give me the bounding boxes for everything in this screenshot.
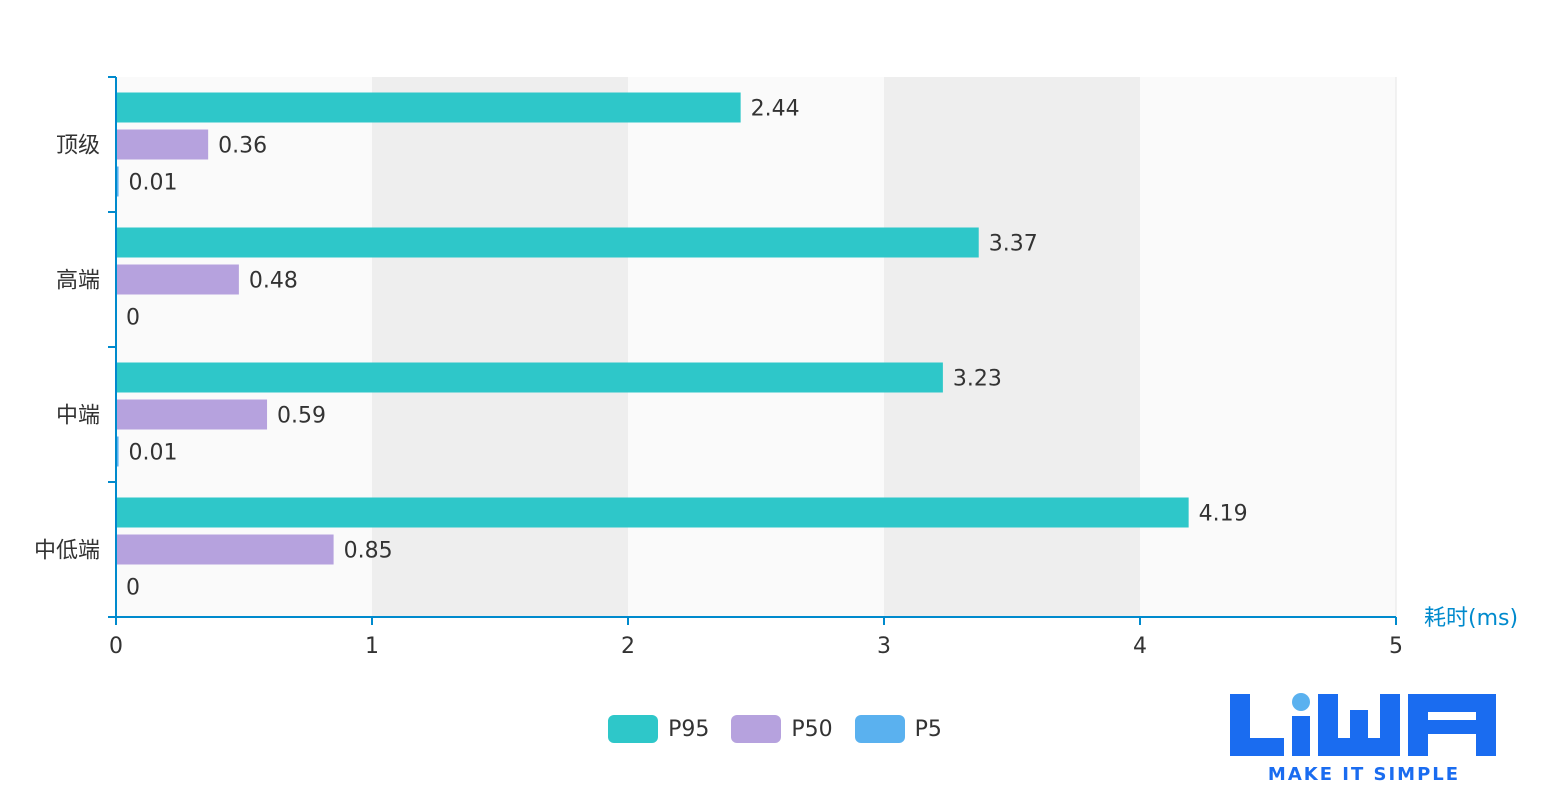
- data-label: 3.37: [989, 232, 1038, 257]
- data-label: 0.01: [129, 441, 178, 466]
- legend-item-p5[interactable]: P5: [854, 715, 942, 743]
- x-tick-label: 5: [1389, 634, 1403, 659]
- bar-p5-2: [116, 436, 119, 467]
- data-label: 0.01: [129, 171, 178, 196]
- data-label: 3.23: [953, 367, 1002, 392]
- bar-p95-0: [116, 92, 741, 123]
- y-tick-label: 顶级: [56, 134, 100, 159]
- logo-tagline: MAKE IT SIMPLE: [1267, 764, 1461, 785]
- x-tick-label: 4: [1133, 634, 1147, 659]
- logo-mark: [1230, 693, 1496, 756]
- y-tick-label: 中低端: [34, 539, 100, 564]
- data-label: 0: [126, 306, 140, 331]
- bar-p50-3: [116, 534, 334, 565]
- legend-swatch: [854, 715, 905, 743]
- data-label: 0.48: [249, 269, 298, 294]
- bar-p95-2: [116, 362, 943, 393]
- data-labels: 2.44 0.36 0.01 3.37 0.48 0 3.23 0.59 0.01 4.19 0.8…: [126, 97, 1248, 601]
- x-tick-label: 0: [109, 634, 123, 659]
- x-tick-label: 2: [621, 634, 635, 659]
- data-label: 2.44: [751, 97, 800, 122]
- bars: [116, 92, 1189, 565]
- bar-p95-1: [116, 227, 979, 258]
- bar-p50-1: [116, 264, 239, 295]
- grid-band: [1140, 77, 1396, 617]
- legend-label: P95: [668, 716, 710, 742]
- legend-label: P5: [914, 716, 942, 742]
- y-tick-label: 中端: [56, 404, 100, 429]
- x-tick-label: 3: [877, 634, 891, 659]
- x-axis-title: 耗时(ms): [1424, 606, 1518, 631]
- legend-item-p50[interactable]: P50: [731, 715, 833, 743]
- legend-swatch: [731, 715, 782, 743]
- data-label: 0.85: [344, 539, 393, 564]
- legend-label: P50: [791, 716, 833, 742]
- legend-item-p95[interactable]: P95: [608, 715, 709, 743]
- bar-p50-0: [116, 129, 209, 160]
- grid-band: [372, 77, 628, 617]
- bar-p50-2: [116, 399, 268, 430]
- x-tick-label: 1: [365, 634, 379, 659]
- bar-p95-3: [116, 497, 1189, 528]
- y-tick-label: 高端: [56, 269, 100, 294]
- bar-p5-0: [116, 166, 119, 197]
- brand-logo: MAKE IT SIMPLE: [1226, 690, 1502, 790]
- data-label: 4.19: [1199, 502, 1248, 527]
- grid-band: [628, 77, 884, 617]
- data-label: 0.59: [277, 404, 326, 429]
- legend: P95 P50 P5: [0, 712, 1550, 746]
- legend-swatch: [608, 715, 659, 743]
- data-label: 0: [126, 576, 140, 601]
- data-label: 0.36: [218, 134, 267, 159]
- grid-band: [884, 77, 1140, 617]
